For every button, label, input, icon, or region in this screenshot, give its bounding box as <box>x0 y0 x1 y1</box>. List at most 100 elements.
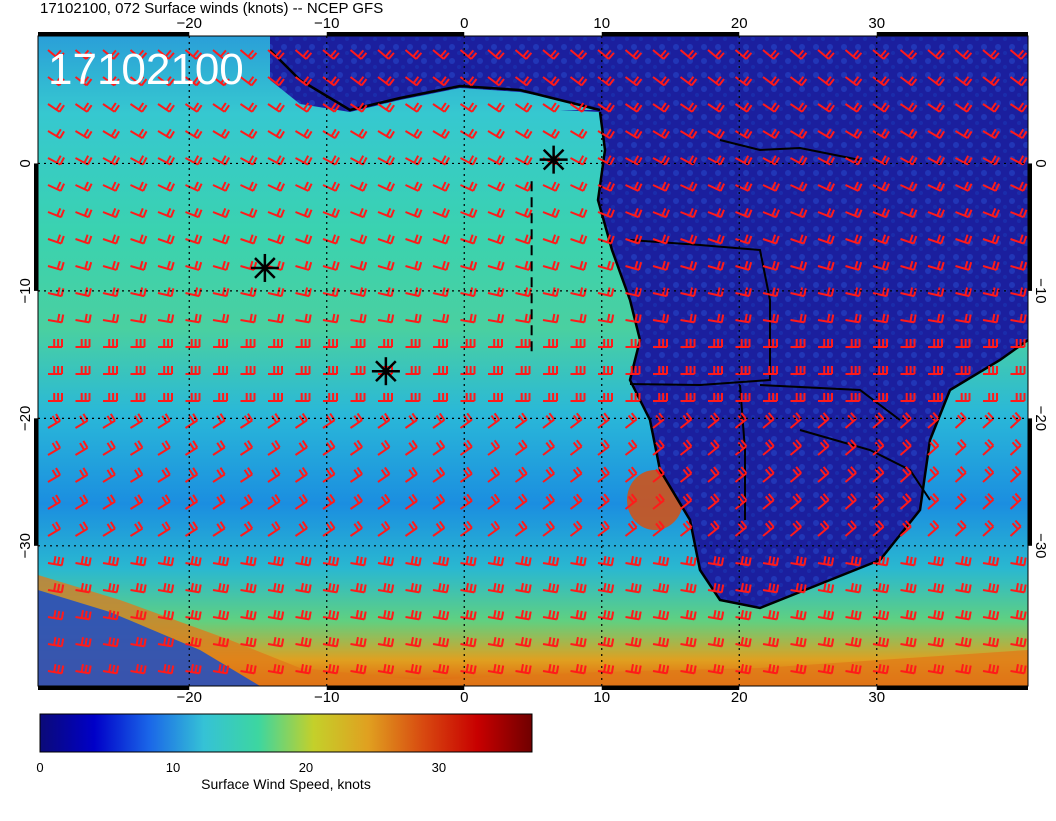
wind-barb <box>47 610 65 621</box>
wind-barb <box>790 393 806 402</box>
wind-barb <box>405 556 422 567</box>
top-tick-label: 10 <box>593 15 610 32</box>
wind-barb <box>542 287 560 298</box>
wind-barb <box>625 208 643 219</box>
wind-barb <box>157 521 171 537</box>
wind-barb <box>322 76 340 87</box>
wind-barb <box>954 76 973 87</box>
wind-barb <box>322 664 340 675</box>
right-edge-bar <box>1028 418 1032 546</box>
wind-barb <box>103 393 118 402</box>
wind-barb <box>240 610 257 621</box>
wind-barb <box>735 393 751 402</box>
wind-barb <box>927 664 945 675</box>
left-tick-label: −30 <box>17 533 34 558</box>
wind-barb <box>844 520 857 537</box>
wind-barb <box>927 128 945 140</box>
wind-barb <box>322 493 336 510</box>
wind-barb <box>570 287 587 298</box>
wind-barb <box>130 313 147 324</box>
wind-barb <box>267 664 285 675</box>
wind-barb <box>377 155 395 166</box>
wind-barb <box>487 49 505 60</box>
wind-barb <box>873 339 888 348</box>
wind-barb <box>240 393 256 402</box>
wind-barb <box>762 260 780 271</box>
wind-barb <box>460 664 477 675</box>
wind-barb <box>47 102 65 113</box>
wind-barb <box>515 313 532 324</box>
top-tick-label: −10 <box>314 15 339 32</box>
wind-barb <box>47 313 65 324</box>
wind-barb <box>487 583 505 594</box>
wind-barb <box>790 610 807 621</box>
wind-barb <box>735 155 753 166</box>
wind-barb <box>267 313 285 324</box>
wind-barb <box>460 339 476 348</box>
wind-barb <box>322 260 340 271</box>
wind-barb <box>872 520 885 537</box>
wind-barb <box>707 313 725 324</box>
wind-barb <box>322 313 340 324</box>
wind-barb <box>707 102 725 113</box>
wind-barb <box>652 128 670 140</box>
wind-barb <box>735 583 752 594</box>
wind-barb <box>927 466 940 483</box>
wind-barb <box>212 583 230 594</box>
wind-barb <box>789 520 802 537</box>
wind-barb <box>955 610 972 621</box>
wind-barb <box>47 494 61 510</box>
wind-barb <box>460 637 477 648</box>
wind-barb <box>1010 583 1027 594</box>
wind-barb <box>982 439 995 456</box>
wind-barb <box>927 493 940 510</box>
wind-barb <box>322 439 336 456</box>
wind-barb <box>928 339 943 348</box>
wind-barb <box>844 49 863 60</box>
wind-barb <box>844 466 857 483</box>
wind-barb <box>515 339 531 348</box>
wind-barb <box>405 313 422 324</box>
wind-barb <box>817 664 835 675</box>
wind-barb <box>349 493 363 510</box>
wind-barb <box>982 493 995 510</box>
wind-barb <box>817 412 830 429</box>
wind-barb <box>542 208 560 219</box>
wind-barb <box>570 637 587 648</box>
wind-barb <box>790 234 808 245</box>
wind-barb <box>240 339 256 348</box>
wind-barb <box>350 234 368 245</box>
wind-barb <box>267 521 281 537</box>
wind-barb <box>487 412 501 429</box>
top-tick-label: 0 <box>460 15 468 32</box>
wind-barb <box>1009 465 1022 483</box>
wind-barb <box>817 76 835 87</box>
wind-barb <box>405 393 421 402</box>
wind-barb <box>157 556 175 567</box>
wind-barb <box>432 493 446 510</box>
wind-barb <box>597 583 615 594</box>
wind-barb <box>432 556 450 567</box>
wind-barb <box>983 339 998 348</box>
wind-barb <box>708 339 723 348</box>
wind-barb <box>294 440 308 456</box>
wind-barb <box>349 102 368 113</box>
wind-barb <box>212 521 226 537</box>
wind-barb <box>762 313 780 324</box>
wind-barb <box>157 610 175 621</box>
wind-barb <box>569 102 588 113</box>
wind-barb <box>295 664 312 675</box>
wind-barb <box>707 234 725 245</box>
wind-barb <box>267 181 286 192</box>
wind-barb <box>377 287 395 298</box>
wind-barb <box>597 520 610 537</box>
wind-barb <box>515 556 532 567</box>
wind-barb <box>652 664 670 675</box>
wind-barb <box>240 313 257 324</box>
wind-barb <box>377 260 395 271</box>
wind-barb <box>487 313 505 324</box>
wind-barb <box>322 412 336 429</box>
wind-barb <box>514 128 533 140</box>
wind-barb <box>707 128 725 140</box>
